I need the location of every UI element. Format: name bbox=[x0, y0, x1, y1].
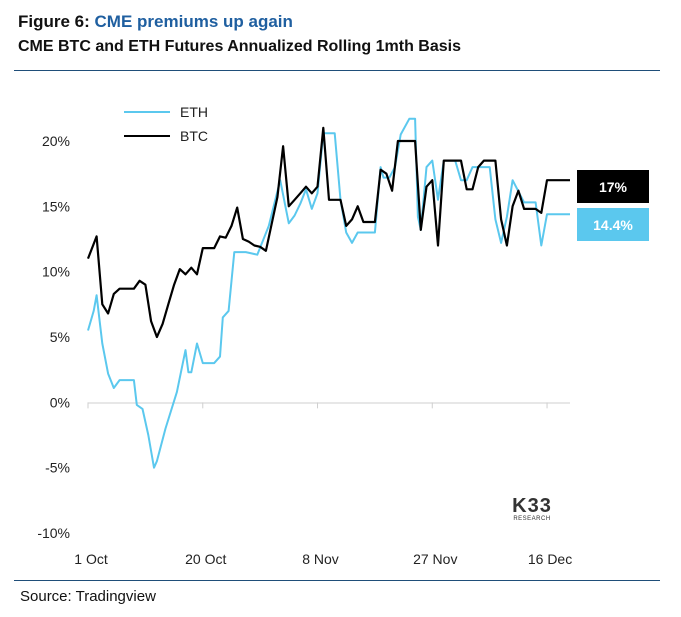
series-line-eth bbox=[87, 117, 570, 469]
series-layer bbox=[86, 117, 570, 469]
end-label-btc-box bbox=[577, 170, 649, 203]
end-label-eth: 14.4% bbox=[577, 208, 649, 241]
end-label-eth-box bbox=[577, 208, 649, 241]
y-axis: -10% -5% 0% 5% 10% 15% 20% bbox=[37, 133, 70, 541]
end-label-btc-text: 17% bbox=[599, 179, 628, 195]
logo-sub: RESEARCH bbox=[513, 516, 550, 522]
figure-highlight: CME premiums up again bbox=[94, 12, 293, 31]
figure-subtitle: CME BTC and ETH Futures Annualized Rolli… bbox=[18, 38, 461, 55]
series-line-btc bbox=[86, 126, 570, 339]
x-tick-label: 27 Nov bbox=[413, 551, 457, 567]
k33-logo: K33 RESEARCH bbox=[512, 495, 552, 522]
legend: ETH BTC bbox=[124, 104, 208, 144]
y-tick-label: 5% bbox=[50, 329, 70, 345]
figure-title: Figure 6: CME premiums up again bbox=[18, 12, 293, 32]
x-tick-label: 8 Nov bbox=[302, 551, 339, 567]
y-tick-label: 15% bbox=[42, 198, 70, 214]
logo-main: K33 bbox=[512, 495, 552, 517]
legend-btc-label: BTC bbox=[180, 128, 208, 144]
legend-eth-label: ETH bbox=[180, 104, 208, 120]
x-tick-label: 1 Oct bbox=[74, 551, 108, 567]
y-tick-label: -10% bbox=[37, 525, 70, 541]
end-label-btc: 17% bbox=[577, 170, 649, 203]
bottom-rule bbox=[14, 580, 660, 581]
source-note: Source: Tradingview bbox=[20, 588, 156, 605]
end-label-eth-text: 14.4% bbox=[593, 217, 633, 233]
y-tick-label: 10% bbox=[42, 264, 70, 280]
x-tick-label: 20 Oct bbox=[185, 551, 226, 567]
top-rule bbox=[14, 70, 660, 71]
figure-label: Figure 6: bbox=[18, 12, 90, 31]
y-tick-label: -5% bbox=[45, 460, 70, 476]
y-tick-label: 20% bbox=[42, 133, 70, 149]
x-tick-label: 16 Dec bbox=[528, 551, 572, 567]
y-tick-label: 0% bbox=[50, 394, 70, 410]
x-axis: 1 Oct 20 Oct 8 Nov 27 Nov 16 Dec bbox=[74, 402, 572, 567]
